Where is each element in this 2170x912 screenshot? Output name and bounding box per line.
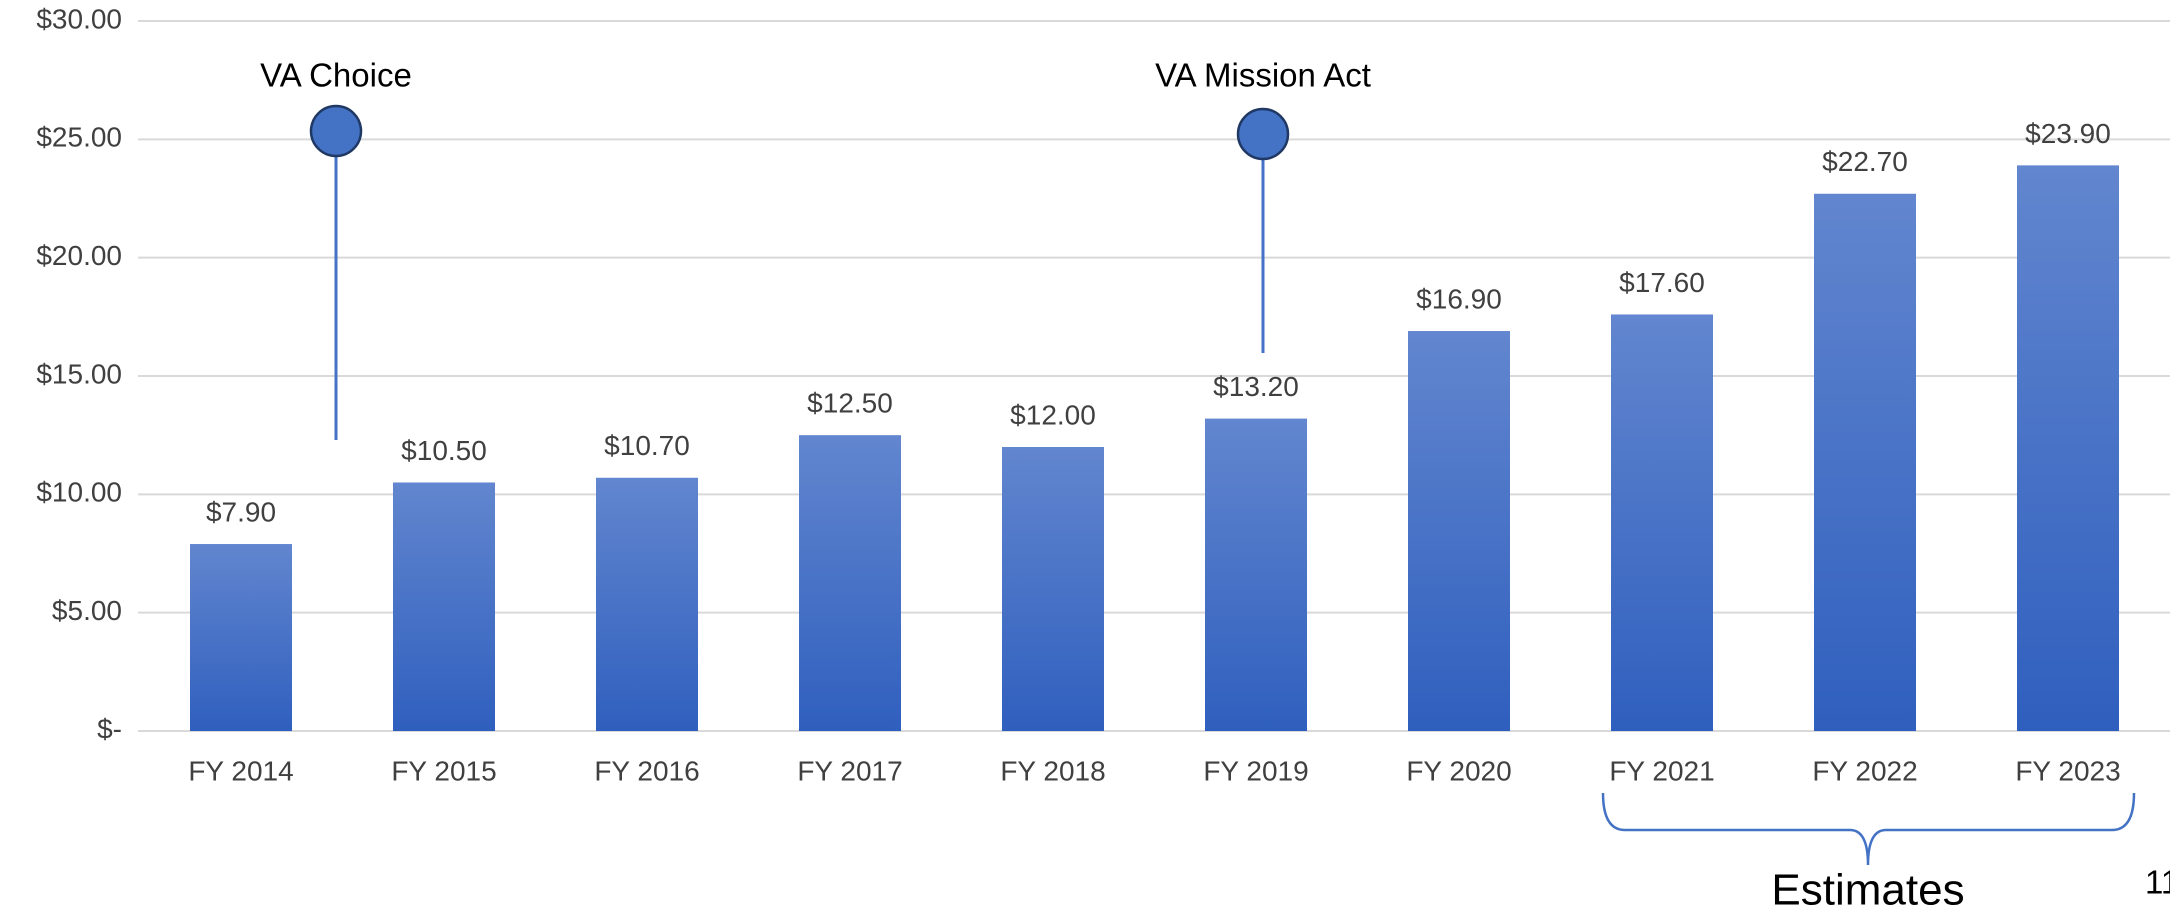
value-label: $13.20 [1213,371,1299,402]
value-label: $7.90 [206,496,276,527]
bar [1814,193,1916,731]
x-tick-label: FY 2019 [1203,755,1308,786]
y-tick-label: $15.00 [36,358,122,389]
x-tick-label: FY 2014 [188,755,293,786]
bracket [1601,792,2136,866]
y-tick-label: $25.00 [36,122,122,153]
y-tick-label: $30.00 [36,3,122,34]
bar [190,544,292,731]
bar [1002,447,1104,731]
x-tick-label: FY 2020 [1406,755,1511,786]
value-label: $12.00 [1010,399,1096,430]
value-label: $22.70 [1822,146,1908,177]
bar [799,435,901,731]
y-tick-label: $5.00 [52,595,122,626]
annotation-marker [309,104,363,158]
x-tick-label: FY 2018 [1000,755,1105,786]
bar [1205,418,1307,731]
value-label: $17.60 [1619,267,1705,298]
x-tick-label: FY 2015 [391,755,496,786]
annotation-label: VA Mission Act [1155,57,1371,94]
annotation-label: VA Choice [260,57,412,94]
x-tick-label: FY 2023 [2015,755,2120,786]
y-tick-label: $- [97,713,122,744]
x-tick-label: FY 2021 [1609,755,1714,786]
x-tick-label: FY 2017 [797,755,902,786]
value-label: $16.90 [1416,283,1502,314]
x-tick-label: FY 2022 [1812,755,1917,786]
value-label: $10.50 [401,435,487,466]
bar [1408,331,1510,731]
value-label: $23.90 [2025,118,2111,149]
y-tick-label: $20.00 [36,240,122,271]
bar [1611,314,1713,731]
value-label: $12.50 [807,388,893,419]
x-tick-label: FY 2016 [594,755,699,786]
bar [596,477,698,731]
bar [393,482,495,731]
bracket-label: Estimates [1771,866,1964,912]
value-label: $10.70 [604,430,690,461]
bar [2017,165,2119,731]
annotation-marker [1236,107,1290,161]
y-tick-label: $10.00 [36,477,122,508]
page-number: 11 [2145,864,2170,901]
